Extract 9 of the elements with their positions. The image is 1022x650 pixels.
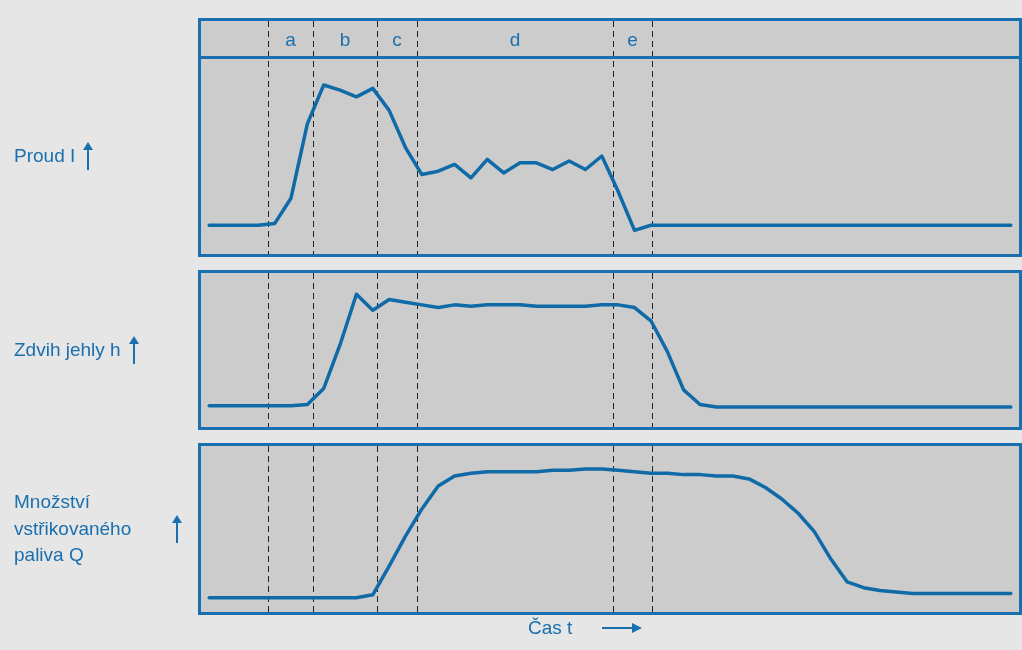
x-axis-title: Čas t	[528, 617, 573, 639]
y-axis-title: Proud I	[14, 143, 76, 168]
text: b	[339, 28, 351, 50]
y-axis-title: Množství vstřikovaného paliva Q	[14, 490, 133, 568]
text: a	[285, 28, 297, 50]
text: e	[627, 28, 638, 50]
y-axis-title: Zdvih jehly h	[14, 337, 121, 362]
text: d	[509, 28, 521, 50]
text: c	[392, 28, 402, 50]
